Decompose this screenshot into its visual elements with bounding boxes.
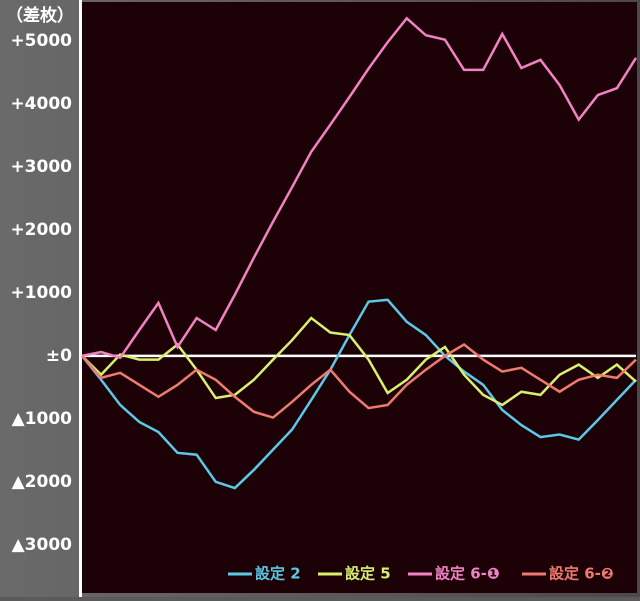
legend-label: 設定 6-❷ bbox=[549, 565, 614, 583]
series-line bbox=[81, 16, 638, 360]
legend-label: 設定 2 bbox=[255, 565, 301, 583]
y-tick-label: +1000 bbox=[10, 283, 72, 303]
legend-label: 設定 5 bbox=[345, 565, 391, 583]
plot-area bbox=[82, 2, 637, 593]
chart-title: （差枚） bbox=[6, 5, 74, 26]
series-line bbox=[81, 342, 637, 419]
y-tick-label: +4000 bbox=[10, 94, 72, 114]
y-tick-label: ▲2000 bbox=[12, 472, 73, 492]
y-tick-label: +3000 bbox=[10, 157, 72, 177]
y-tick-label: ▲1000 bbox=[12, 409, 73, 429]
y-tick-label: +2000 bbox=[10, 220, 72, 240]
y-tick-label: ±0 bbox=[46, 346, 72, 366]
series-line bbox=[81, 298, 637, 490]
legend-label: 設定 6-❶ bbox=[435, 565, 500, 583]
series-line bbox=[81, 316, 637, 407]
y-tick-label: ▲3000 bbox=[12, 535, 73, 555]
y-tick-label: +5000 bbox=[10, 31, 72, 51]
